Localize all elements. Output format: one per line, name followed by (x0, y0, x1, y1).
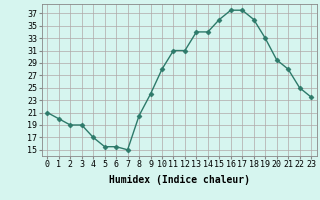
X-axis label: Humidex (Indice chaleur): Humidex (Indice chaleur) (109, 175, 250, 185)
